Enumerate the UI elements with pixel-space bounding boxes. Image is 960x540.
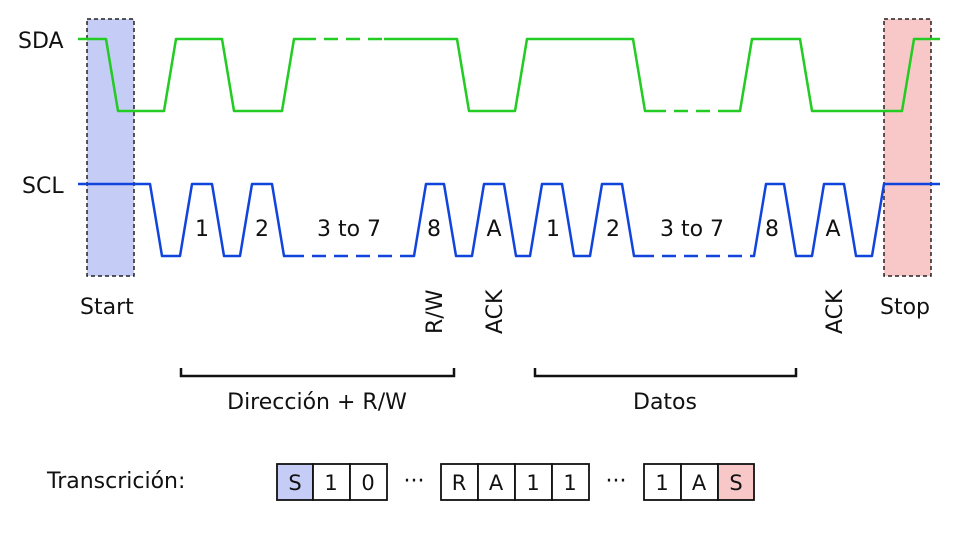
pulse-label: 8 [427,217,441,242]
transcription-group-2 [440,463,590,501]
pulse-label: 2 [606,217,620,242]
bit-cell-stop [717,463,755,501]
bit-value: 0 [361,471,374,495]
data-bracket [533,368,798,378]
address-bracket [179,368,456,378]
sda-waveform [78,37,940,113]
bit-cell [643,463,682,501]
bit-cell [551,463,590,501]
rw-label: R/W [423,289,448,334]
transcription-group-1 [276,463,388,501]
bit-value: S [729,471,742,495]
ellipsis: ··· [404,469,425,494]
pulse-label: A [486,217,501,242]
bit-value: R [452,471,467,495]
pulse-label: 1 [546,217,560,242]
pulse-label: A [825,217,840,242]
ellipsis: ··· [606,469,627,494]
stop-region [883,18,932,277]
stop-label: Stop [880,295,930,320]
transcription-group-3 [643,463,755,501]
pulse-label: 8 [765,217,779,242]
bit-cell-start [276,463,314,501]
bit-value: 1 [324,471,337,495]
address-group-label: Dirección + R/W [227,390,407,415]
bit-value: A [692,471,707,495]
bit-cell [312,463,351,501]
ack-label-2: ACK [823,289,848,334]
transcription-label: Transcrición: [46,469,185,494]
start-region [86,18,135,277]
pulse-label: 3 to 7 [660,217,724,242]
scl-waveform [78,182,940,258]
ack-label-1: ACK [483,289,508,334]
pulse-label: 3 to 7 [317,217,381,242]
bit-value: A [489,471,504,495]
sda-label: SDA [18,29,64,54]
pulse-label: 1 [195,217,209,242]
bit-cell [349,463,388,501]
start-label: Start [80,295,134,320]
pulse-label: 2 [255,217,269,242]
bit-value: 1 [526,471,539,495]
bit-value: S [288,471,301,495]
data-group-label: Datos [633,390,697,415]
bit-value: 1 [655,471,668,495]
scl-label: SCL [22,174,64,199]
bit-value: 1 [563,471,576,495]
pulse-labels: 1 2 3 to 7 8 A 1 2 3 to 7 8 A [195,217,841,242]
